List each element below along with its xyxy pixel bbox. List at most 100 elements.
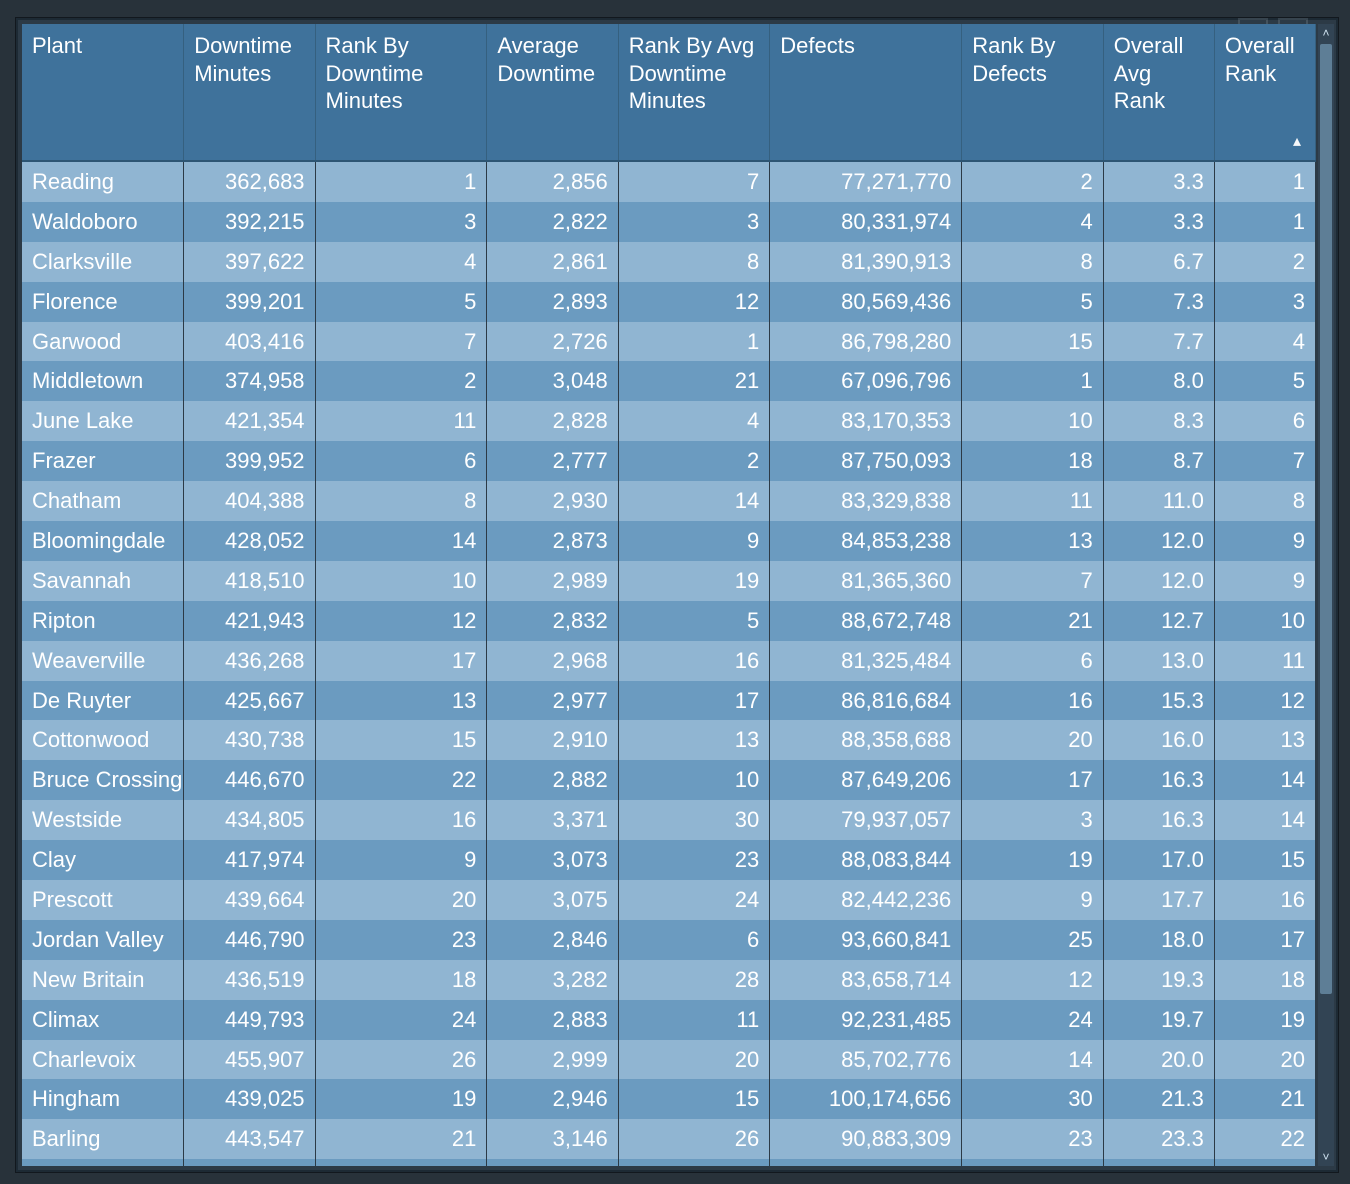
table-row[interactable]: Garwood403,41672,726186,798,280157.74 — [22, 322, 1316, 362]
table-row[interactable]: New Britain436,519183,2822883,658,714121… — [22, 960, 1316, 1000]
plant-cell: Charlevoix — [22, 1040, 184, 1080]
column-header[interactable]: Average Downtime — [487, 24, 618, 161]
value-cell: 7 — [1214, 441, 1315, 481]
table-row[interactable]: Waldoboro392,21532,822380,331,97443.31 — [22, 202, 1316, 242]
value-cell: 1 — [618, 322, 770, 362]
value-cell: 21.3 — [1103, 1079, 1214, 1119]
value-cell: 436,519 — [184, 960, 315, 1000]
column-header[interactable]: Overall Rank — [1214, 24, 1315, 161]
table-row[interactable]: Middletown374,95823,0482167,096,79618.05 — [22, 361, 1316, 401]
table-header: PlantDowntime MinutesRank By Downtime Mi… — [22, 24, 1316, 161]
table-body: Reading362,68312,856777,271,77023.31Wald… — [22, 161, 1316, 1166]
table-row[interactable]: Charlevoix455,907262,9992085,702,7761420… — [22, 1040, 1316, 1080]
table-row[interactable]: Westside434,805163,3713079,937,057316.31… — [22, 800, 1316, 840]
table-row[interactable]: June Lake421,354112,828483,170,353108.36 — [22, 401, 1316, 441]
table-row[interactable]: Savannah418,510102,9891981,365,360712.09 — [22, 561, 1316, 601]
scroll-down-arrow[interactable]: ˅ — [1318, 1148, 1334, 1166]
value-cell: 21 — [962, 601, 1103, 641]
scroll-thumb[interactable] — [1320, 44, 1332, 994]
column-header[interactable]: Defects — [770, 24, 962, 161]
value-cell: 446,790 — [184, 920, 315, 960]
plant-cell: Jordan Valley — [22, 920, 184, 960]
value-cell: 3,073 — [487, 840, 618, 880]
plant-cell: New Britain — [22, 960, 184, 1000]
value-cell: 14 — [962, 1040, 1103, 1080]
plant-cell: Weaverville — [22, 641, 184, 681]
value-cell: 19 — [315, 1079, 487, 1119]
table-row[interactable]: Clarksville397,62242,861881,390,91386.72 — [22, 242, 1316, 282]
value-cell: 87,649,206 — [770, 760, 962, 800]
column-header[interactable]: Rank By Defects — [962, 24, 1103, 161]
table-row[interactable]: Bloomingdale428,052142,873984,853,238131… — [22, 521, 1316, 561]
table-row[interactable]: Cottonwood430,738152,9101388,358,6882016… — [22, 720, 1316, 760]
table-row[interactable]: Climax449,793242,8831192,231,4852419.719 — [22, 1000, 1316, 1040]
value-cell: 81,365,360 — [770, 561, 962, 601]
scroll-up-arrow[interactable]: ˄ — [1318, 24, 1334, 42]
table-row[interactable]: Chesaning477,991273,0842588,868,1542224.… — [22, 1159, 1316, 1166]
plant-cell: Cottonwood — [22, 720, 184, 760]
value-cell: 30 — [962, 1079, 1103, 1119]
plant-cell: Bloomingdale — [22, 521, 184, 561]
value-cell: 11 — [618, 1000, 770, 1040]
table-row[interactable]: Prescott439,664203,0752482,442,236917.71… — [22, 880, 1316, 920]
value-cell: 7.7 — [1103, 322, 1214, 362]
value-cell: 1 — [962, 361, 1103, 401]
value-cell: 83,658,714 — [770, 960, 962, 1000]
value-cell: 6 — [1214, 401, 1315, 441]
value-cell: 17 — [962, 760, 1103, 800]
plant-cell: Chesaning — [22, 1159, 184, 1166]
table-row[interactable]: Weaverville436,268172,9681681,325,484613… — [22, 641, 1316, 681]
value-cell: 12 — [618, 282, 770, 322]
table-row[interactable]: Frazer399,95262,777287,750,093188.77 — [22, 441, 1316, 481]
table-row[interactable]: Clay417,97493,0732388,083,8441917.015 — [22, 840, 1316, 880]
column-header[interactable]: Plant — [22, 24, 184, 161]
table-row[interactable]: Hingham439,025192,94615100,174,6563021.3… — [22, 1079, 1316, 1119]
plant-cell: Waldoboro — [22, 202, 184, 242]
plant-cell: De Ruyter — [22, 681, 184, 721]
table-row[interactable]: Bruce Crossing446,670222,8821087,649,206… — [22, 760, 1316, 800]
plant-cell: Garwood — [22, 322, 184, 362]
value-cell: 21 — [1214, 1079, 1315, 1119]
value-cell: 3,371 — [487, 800, 618, 840]
value-cell: 1 — [1214, 202, 1315, 242]
value-cell: 6.7 — [1103, 242, 1214, 282]
plant-cell: Barling — [22, 1119, 184, 1159]
value-cell: 436,268 — [184, 641, 315, 681]
value-cell: 3.3 — [1103, 161, 1214, 202]
column-header[interactable]: Rank By Avg Downtime Minutes — [618, 24, 770, 161]
table-row[interactable]: Ripton421,943122,832588,672,7482112.710 — [22, 601, 1316, 641]
value-cell: 92,231,485 — [770, 1000, 962, 1040]
value-cell: 17 — [618, 681, 770, 721]
column-header[interactable]: Overall Avg Rank — [1103, 24, 1214, 161]
table-row[interactable]: Barling443,547213,1462690,883,3092323.32… — [22, 1119, 1316, 1159]
value-cell: 84,853,238 — [770, 521, 962, 561]
value-cell: 8 — [315, 481, 487, 521]
value-cell: 374,958 — [184, 361, 315, 401]
value-cell: 79,937,057 — [770, 800, 962, 840]
value-cell: 18 — [1214, 960, 1315, 1000]
table-row[interactable]: Jordan Valley446,790232,846693,660,84125… — [22, 920, 1316, 960]
value-cell: 25 — [962, 920, 1103, 960]
column-header[interactable]: Downtime Minutes — [184, 24, 315, 161]
column-header[interactable]: Rank By Downtime Minutes — [315, 24, 487, 161]
table-row[interactable]: De Ruyter425,667132,9771786,816,6841615.… — [22, 681, 1316, 721]
table-row[interactable]: Reading362,68312,856777,271,77023.31 — [22, 161, 1316, 202]
value-cell: 23 — [1214, 1159, 1315, 1166]
value-cell: 5 — [1214, 361, 1315, 401]
plant-cell: Florence — [22, 282, 184, 322]
value-cell: 3,084 — [487, 1159, 618, 1166]
value-cell: 12 — [962, 960, 1103, 1000]
value-cell: 2,861 — [487, 242, 618, 282]
value-cell: 85,702,776 — [770, 1040, 962, 1080]
value-cell: 3 — [962, 800, 1103, 840]
value-cell: 6 — [315, 441, 487, 481]
table-row[interactable]: Chatham404,38882,9301483,329,8381111.08 — [22, 481, 1316, 521]
value-cell: 13 — [315, 681, 487, 721]
vertical-scrollbar[interactable]: ˄ ˅ — [1318, 24, 1334, 1166]
value-cell: 2,999 — [487, 1040, 618, 1080]
plant-cell: Westside — [22, 800, 184, 840]
value-cell: 16 — [962, 681, 1103, 721]
value-cell: 23.3 — [1103, 1119, 1214, 1159]
value-cell: 13.0 — [1103, 641, 1214, 681]
table-row[interactable]: Florence399,20152,8931280,569,43657.33 — [22, 282, 1316, 322]
